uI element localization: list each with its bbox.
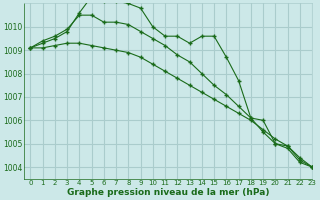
X-axis label: Graphe pression niveau de la mer (hPa): Graphe pression niveau de la mer (hPa) [67, 188, 269, 197]
